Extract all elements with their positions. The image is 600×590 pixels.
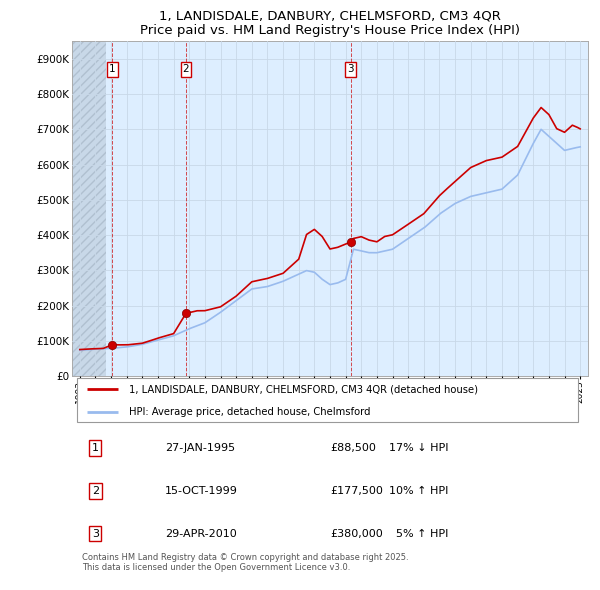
Text: £380,000: £380,000 [330,529,383,539]
FancyBboxPatch shape [77,378,578,422]
Text: £88,500: £88,500 [330,443,376,453]
Text: 17% ↓ HPI: 17% ↓ HPI [389,443,449,453]
Text: Contains HM Land Registry data © Crown copyright and database right 2025.
This d: Contains HM Land Registry data © Crown c… [82,553,409,572]
Text: 5% ↑ HPI: 5% ↑ HPI [397,529,449,539]
Text: 2: 2 [92,486,99,496]
Text: £177,500: £177,500 [330,486,383,496]
Text: 1: 1 [109,64,115,74]
Bar [72,41,106,376]
Text: 1: 1 [92,443,99,453]
Text: 15-OCT-1999: 15-OCT-1999 [165,486,238,496]
Title: 1, LANDISDALE, DANBURY, CHELMSFORD, CM3 4QR
Price paid vs. HM Land Registry's Ho: 1, LANDISDALE, DANBURY, CHELMSFORD, CM3 … [140,9,520,37]
Text: 10% ↑ HPI: 10% ↑ HPI [389,486,449,496]
Text: 3: 3 [92,529,99,539]
Text: HPI: Average price, detached house, Chelmsford: HPI: Average price, detached house, Chel… [129,407,370,417]
Text: 1, LANDISDALE, DANBURY, CHELMSFORD, CM3 4QR (detached house): 1, LANDISDALE, DANBURY, CHELMSFORD, CM3 … [129,384,478,394]
Text: 2: 2 [182,64,190,74]
Text: 3: 3 [347,64,354,74]
Text: 29-APR-2010: 29-APR-2010 [165,529,236,539]
Text: 27-JAN-1995: 27-JAN-1995 [165,443,235,453]
